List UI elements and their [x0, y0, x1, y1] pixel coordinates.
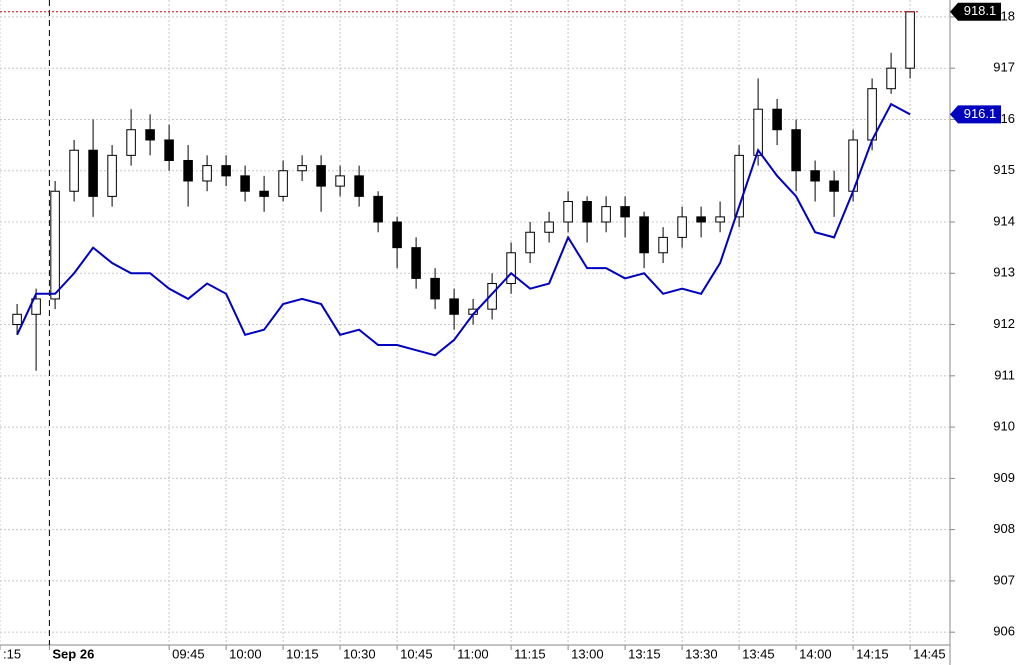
overlay-line [16, 102, 911, 357]
y-tick-label: 912 [993, 316, 1015, 331]
candle-body [259, 190, 269, 197]
y-tick-label: 911 [994, 367, 1015, 382]
price-tag-label: 918.1 [964, 3, 997, 18]
candle-body [69, 149, 79, 192]
price-tag-label: 916.1 [964, 106, 997, 121]
y-tick-label: 913 [993, 265, 1015, 280]
candle-body [696, 216, 706, 223]
x-tick-label: 11:15 [514, 646, 546, 661]
candle-body [563, 200, 573, 223]
candle-body [335, 175, 345, 187]
candle-body [829, 180, 839, 192]
x-tick-label: 10:00 [229, 646, 262, 661]
candle-body [126, 129, 136, 156]
candle-body [715, 216, 725, 223]
y-tick-label: 915 [993, 162, 1015, 177]
x-tick-label: 10:15 [286, 646, 319, 661]
candle-body [430, 277, 440, 300]
x-tick-label: 13:00 [571, 646, 604, 661]
x-tick-label: 11:00 [457, 646, 489, 661]
y-tick-label: 906 [993, 624, 1015, 639]
x-tick-label: :15 [3, 646, 21, 661]
y-tick-label: 910 [993, 419, 1015, 434]
candle-body [525, 231, 535, 254]
x-tick-label: 13:30 [685, 646, 718, 661]
candle-body [221, 165, 231, 177]
candle-body [601, 206, 611, 223]
candle-body [487, 283, 497, 310]
x-tick-label: 13:45 [742, 646, 775, 661]
candle-body [658, 236, 668, 254]
candle-body [582, 200, 592, 223]
candle-body [677, 216, 687, 238]
candle-body [753, 108, 763, 156]
candle-body [620, 206, 630, 218]
candle-body [449, 298, 459, 315]
candle-body [810, 170, 820, 182]
y-tick-label: 907 [993, 572, 1015, 587]
y-tick-label: 909 [993, 470, 1015, 485]
x-tick-label: 10:30 [343, 646, 376, 661]
candle-body [373, 195, 383, 223]
x-tick-label: 10:45 [400, 646, 433, 661]
x-tick-label: 13:15 [628, 646, 661, 661]
candle-body [107, 154, 117, 197]
y-tick-label: 914 [993, 213, 1015, 228]
price-tag [950, 2, 1001, 21]
y-tick-label: 917 [993, 60, 1015, 75]
candle-body [278, 170, 288, 197]
x-tick-label: 09:45 [172, 646, 205, 661]
candle-body [772, 108, 782, 131]
candle-body [791, 129, 801, 172]
candle-body [297, 165, 307, 172]
candle-body [411, 247, 421, 279]
y-tick-label: 908 [993, 521, 1015, 536]
candle-body [31, 298, 41, 315]
price-tag [950, 105, 1001, 124]
candle-body [164, 139, 174, 161]
x-tick-label: 14:00 [799, 646, 832, 661]
candle-body [544, 221, 554, 233]
candle-body [202, 165, 212, 182]
candle-body [905, 11, 915, 69]
candle-body [240, 175, 250, 192]
candle-body [12, 313, 22, 326]
candle-body [392, 221, 402, 249]
candle-body [734, 154, 744, 218]
candle-body [145, 129, 155, 141]
candle-body [88, 149, 98, 197]
candle-body [316, 165, 326, 187]
x-tick-label: 14:45 [913, 646, 946, 661]
x-tick-label: 14:15 [856, 646, 889, 661]
candle-body [354, 175, 364, 197]
candle-body [506, 252, 516, 285]
candle-body [639, 216, 649, 254]
candle-body [50, 190, 60, 300]
candle-body [886, 67, 896, 90]
x-tick-label: Sep 26 [52, 646, 94, 661]
candle-body [183, 159, 193, 182]
